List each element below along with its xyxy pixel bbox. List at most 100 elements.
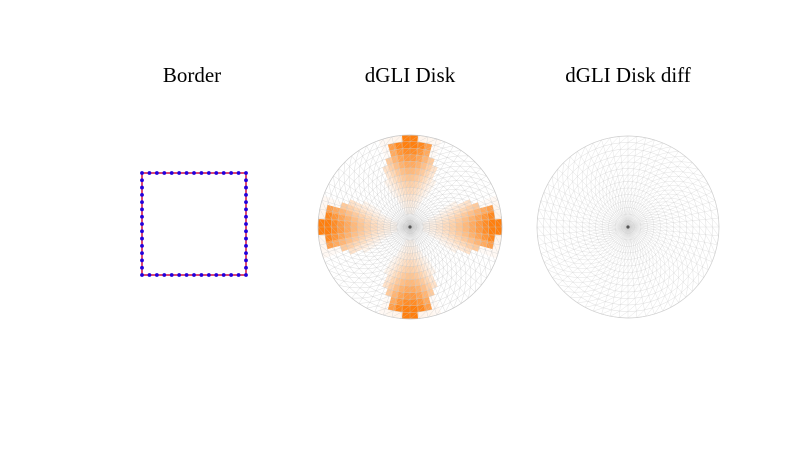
disk-heat-cell	[324, 233, 333, 242]
disk-heat-cell	[430, 301, 440, 310]
disk-heat-cell	[424, 136, 434, 145]
disk-heat-cell	[394, 182, 400, 190]
border-node	[140, 207, 144, 212]
disk-heat-cell	[412, 187, 417, 195]
disk-heat-cell	[331, 233, 339, 241]
disk-heat-cell	[365, 237, 373, 243]
disk-heat-cell	[468, 232, 476, 239]
border-node	[244, 200, 248, 205]
disk-heat-cell	[391, 155, 399, 164]
disk-heat-cell	[337, 232, 346, 240]
disk-heat-cell	[394, 264, 400, 272]
disk-heat-cell	[380, 144, 390, 153]
disk-heat-cell	[398, 161, 405, 169]
disk-heat-cell	[415, 154, 423, 163]
border-panel-title: Border	[162, 63, 222, 87]
disk-heat-cell	[486, 204, 495, 214]
border-node	[147, 273, 152, 277]
disk-heat-cell	[416, 181, 422, 189]
border-node	[140, 171, 144, 175]
border-node	[221, 273, 226, 277]
disk-disk-outline	[317, 134, 503, 320]
border-panel	[140, 171, 248, 277]
border-node	[140, 222, 144, 226]
disk-heat-cell	[391, 290, 399, 299]
border-node	[244, 192, 248, 197]
disk-heat-cell	[398, 285, 405, 293]
disk-heat-cell	[422, 296, 431, 305]
disk-heat-cell	[419, 168, 426, 177]
border-node	[236, 273, 241, 277]
disk-heat-cell	[416, 298, 424, 306]
border-node	[184, 171, 189, 175]
disk-heat-cell	[396, 148, 404, 156]
disk-heat-cell	[448, 230, 456, 235]
disk-heat-cell	[394, 311, 403, 319]
disk-heat-cell	[492, 203, 501, 213]
disk-heat-cell	[389, 169, 397, 178]
border-node	[206, 171, 211, 175]
border-node	[162, 273, 167, 277]
border-node	[192, 171, 196, 175]
disk-heat-cell	[447, 237, 455, 243]
border-node	[177, 171, 182, 175]
border-node	[140, 265, 144, 270]
border-node	[140, 185, 144, 190]
disk-heat-cell	[389, 149, 398, 158]
disk-heat-cell	[340, 244, 349, 252]
disk-heat-cell	[461, 216, 469, 223]
disk-heat-cell	[394, 168, 401, 177]
disk-heat-cell	[415, 291, 423, 300]
disk-center-point	[408, 225, 412, 229]
disk-heat-cell	[396, 271, 403, 279]
disk-heat-cell	[415, 285, 422, 293]
diff-disk-outline	[536, 135, 720, 319]
diff-mesh-lines	[536, 135, 720, 319]
disk-heat-cell	[378, 138, 388, 147]
disk-heat-cell	[467, 237, 475, 245]
disk-heat-cell	[395, 304, 404, 313]
border-node	[229, 273, 234, 277]
border-node	[140, 258, 144, 263]
disk-heat-cell	[358, 213, 366, 220]
disk-heat-cell	[420, 264, 426, 272]
disk-heat-cell	[442, 229, 450, 234]
disk-heat-cell	[378, 307, 388, 316]
disk-heat-cell	[484, 247, 493, 257]
disk-heat-cell	[432, 307, 442, 316]
border-node	[169, 273, 174, 277]
border-node	[199, 273, 204, 277]
disk-heat-cell	[471, 244, 480, 252]
disk-heat-cell	[460, 236, 469, 243]
disk-heat-cell	[416, 148, 424, 156]
disk-heat-cell	[327, 247, 336, 257]
disk-heat-cell	[421, 155, 429, 164]
border-node	[140, 192, 144, 197]
disk-heat-cell	[440, 213, 449, 219]
disk-heat-cell	[481, 213, 489, 221]
disk-heat-cell	[474, 214, 483, 222]
disk-heat-cell	[387, 163, 395, 172]
disk-heat-cell	[340, 202, 349, 210]
disk-heat-cell	[324, 212, 333, 221]
disk-heat-cell	[430, 144, 440, 153]
border-node	[140, 243, 144, 248]
disk-heat-cell	[441, 232, 449, 238]
disk-heat-cell	[414, 278, 421, 286]
border-node	[206, 273, 211, 277]
disk-heat-cell	[415, 188, 421, 196]
disk-heat-cell	[392, 162, 400, 170]
disk-heat-cell	[327, 197, 336, 207]
disk-heat-cell	[394, 277, 401, 286]
border-node	[244, 207, 248, 212]
disk-mesh-lines	[317, 134, 503, 320]
disk-heat-cell	[460, 211, 469, 218]
disk-heat-cell	[386, 309, 396, 318]
disk-heat-cell	[389, 296, 398, 305]
border-node	[244, 273, 248, 277]
disk-heat-cell	[397, 291, 405, 300]
disk-heat-cell	[421, 290, 429, 299]
disk-heat-cell	[346, 242, 355, 250]
disk-heat-cell	[418, 188, 424, 197]
